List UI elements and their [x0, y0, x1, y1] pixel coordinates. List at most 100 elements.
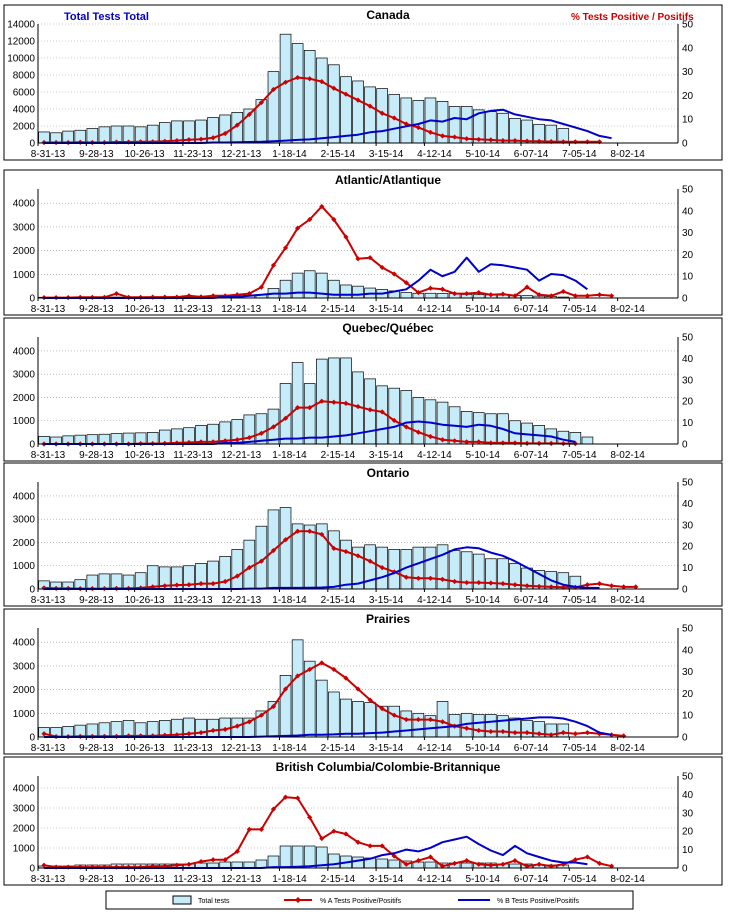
flu-a-point: [572, 857, 578, 863]
flu-a-point: [427, 433, 434, 440]
flu-a-point: [258, 284, 264, 290]
total-tests-bar: [376, 858, 388, 869]
flu-a-point: [295, 405, 301, 411]
left-axis-tick: 1000: [13, 561, 36, 572]
left-axis-tick: 2000: [13, 685, 36, 696]
flu-a-point: [282, 415, 289, 421]
total-tests-bar: [303, 383, 316, 445]
flu-a-point: [331, 399, 337, 405]
flu-a-point: [343, 234, 349, 240]
total-tests-bar: [291, 845, 304, 869]
left-axis-tick: 2000: [13, 246, 36, 257]
flu-a-point: [584, 293, 591, 299]
right-axis-tick: 10: [682, 115, 694, 126]
flu-a-point: [295, 673, 301, 679]
flu-a-point: [512, 138, 518, 144]
legend-swatch-total: [172, 895, 192, 905]
x-axis-tick-label: 5-10-14: [465, 874, 500, 885]
flu-a-point: [464, 291, 470, 297]
flu-a-point: [162, 583, 168, 589]
x-axis-tick-label: 11-23-13: [173, 149, 213, 160]
total-tests-bar: [352, 856, 364, 869]
flu-a-point: [560, 288, 566, 295]
right-axis-tick: 30: [682, 228, 694, 239]
left-axis-header: Total Tests Total: [64, 11, 149, 23]
left-axis-tick: 1000: [13, 844, 36, 855]
flu-a-point: [476, 861, 482, 867]
flu-a-point: [548, 863, 554, 869]
flu-a-point: [222, 726, 228, 732]
panel-title: Ontario: [367, 466, 410, 480]
total-tests-bar: [388, 387, 401, 445]
x-axis-tick-label: 10-26-13: [125, 874, 165, 885]
left-axis-tick: 3000: [13, 661, 36, 672]
flu-a-point: [536, 292, 542, 298]
flu-a-point: [476, 579, 482, 586]
flu-a-point: [415, 716, 421, 723]
total-tests-bar: [315, 57, 328, 144]
x-axis-tick-label: 6-07-14: [514, 304, 549, 315]
total-tests-bar: [472, 714, 485, 738]
flu-a-point: [295, 225, 301, 231]
flu-a-point: [307, 76, 313, 82]
right-axis-tick: 10: [682, 563, 694, 574]
flu-a-point: [186, 137, 192, 143]
total-tests-bar: [328, 530, 340, 590]
flu-a-point: [452, 291, 458, 297]
x-axis-tick-label: 1-18-14: [272, 304, 307, 315]
flu-a-point: [210, 581, 216, 587]
total-tests-bar: [291, 272, 304, 299]
flu-a-point: [331, 545, 337, 551]
x-axis-tick-label: 6-07-14: [514, 595, 549, 606]
flu-a-point: [270, 547, 277, 554]
right-axis-tick: 40: [682, 354, 694, 365]
flu-a-point: [198, 858, 204, 865]
flu-a-point: [427, 285, 434, 291]
right-axis-tick: 30: [682, 520, 694, 531]
flu-a-point: [403, 280, 409, 286]
total-tests-bar: [400, 710, 413, 738]
x-axis-tick-label: 9-28-13: [79, 304, 114, 315]
flu-a-point: [391, 115, 397, 121]
x-axis-tick-label: 2-15-14: [321, 304, 356, 315]
flu-a-point: [464, 579, 470, 586]
x-axis-tick-label: 1-18-14: [272, 595, 307, 606]
x-axis-tick-label: 10-26-13: [125, 743, 165, 754]
flu-a-point: [464, 858, 470, 864]
flu-a-point: [391, 271, 397, 277]
flu-a-point: [246, 719, 252, 725]
flu-a-point: [234, 437, 240, 443]
flu-a-point: [319, 660, 325, 666]
x-axis-tick-label: 10-26-13: [125, 304, 165, 315]
flu-a-point: [246, 826, 252, 832]
flu-a-point: [379, 565, 385, 571]
flu-a-point: [403, 424, 409, 430]
flu-a-point: [452, 438, 458, 444]
x-axis-tick-label: 11-23-13: [173, 450, 213, 461]
total-tests-bar: [267, 71, 280, 144]
flu-a-point: [427, 575, 434, 581]
flu-a-point: [331, 828, 337, 834]
flu-a-point: [367, 407, 373, 413]
x-axis-tick-label: 8-31-13: [31, 149, 66, 160]
flu-a-point: [536, 440, 542, 446]
legend-label-flu-b: % B Tests Positive/Positifs: [497, 898, 579, 905]
flu-a-point: [512, 730, 518, 736]
flu-a-point: [439, 286, 446, 292]
flu-a-point: [319, 398, 325, 404]
legend-marker-flu-a: [295, 897, 301, 903]
flu-a-point: [222, 130, 228, 137]
total-tests-bar: [388, 859, 401, 869]
flu-a-point: [452, 860, 458, 866]
x-axis-tick-label: 7-05-14: [562, 874, 597, 885]
right-axis-tick: 0: [682, 294, 688, 305]
right-axis-tick: 0: [682, 733, 688, 744]
flu-a-point: [415, 289, 421, 296]
flu-a-point: [415, 575, 421, 581]
total-tests-bar: [303, 49, 316, 144]
flu-a-point: [391, 712, 397, 718]
flu-a-point: [524, 583, 530, 589]
right-axis-tick: 50: [682, 20, 694, 31]
x-axis-tick-label: 3-15-14: [369, 450, 404, 461]
panel-frame: [3, 462, 723, 607]
